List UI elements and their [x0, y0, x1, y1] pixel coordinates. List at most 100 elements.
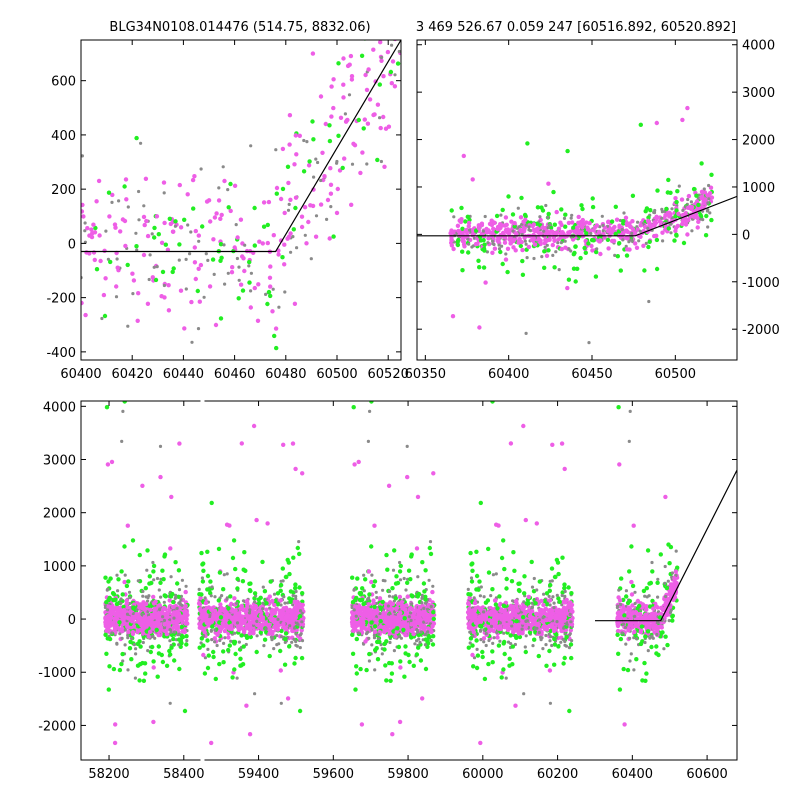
data-point — [178, 288, 184, 293]
data-point — [155, 265, 159, 269]
data-point — [177, 441, 182, 446]
data-point — [692, 187, 697, 192]
data-point — [482, 242, 487, 247]
data-point — [411, 610, 417, 616]
data-point — [691, 208, 696, 213]
data-point — [114, 601, 120, 607]
data-point — [294, 597, 298, 601]
data-point — [673, 228, 678, 234]
data-point — [310, 119, 315, 124]
data-point — [421, 581, 427, 586]
data-point — [247, 264, 251, 268]
data-point — [362, 573, 366, 577]
data-point — [150, 613, 155, 618]
data-point — [356, 459, 361, 465]
data-point — [449, 243, 455, 248]
data-point — [374, 601, 378, 606]
data-point — [122, 579, 127, 585]
data-point — [182, 629, 187, 635]
data-point — [175, 606, 179, 611]
data-point — [160, 269, 166, 275]
data-point — [534, 521, 539, 526]
data-point — [362, 117, 367, 122]
data-point — [313, 234, 319, 239]
data-point — [423, 643, 427, 647]
data-point — [121, 621, 126, 626]
data-point — [542, 265, 547, 270]
data-point — [623, 215, 629, 220]
data-point — [540, 225, 545, 230]
data-point — [573, 279, 578, 284]
data-point — [418, 658, 424, 663]
data-point — [102, 248, 107, 253]
data-point — [390, 586, 395, 591]
data-point — [403, 644, 408, 649]
data-point — [480, 649, 485, 655]
data-point — [297, 708, 303, 714]
data-point — [427, 578, 431, 582]
data-point — [392, 615, 397, 620]
data-point — [420, 601, 424, 605]
data-point — [134, 647, 138, 651]
data-point — [670, 207, 674, 211]
data-point — [216, 546, 222, 552]
data-point — [168, 628, 172, 632]
data-point — [215, 632, 220, 637]
data-point — [484, 230, 489, 235]
data-point — [166, 308, 172, 313]
data-point — [298, 633, 302, 637]
data-point — [104, 405, 110, 410]
data-point — [381, 578, 385, 583]
data-point — [274, 185, 280, 191]
zoom-plot-area — [81, 40, 401, 351]
data-point — [369, 401, 374, 404]
data-point — [152, 620, 157, 625]
data-point — [251, 631, 256, 636]
data-point — [148, 619, 154, 624]
data-point — [205, 587, 210, 592]
data-point — [415, 628, 419, 632]
y-tick-label: -200 — [46, 292, 76, 307]
data-point — [422, 620, 426, 624]
data-point — [474, 549, 479, 554]
data-point — [113, 597, 118, 602]
data-point — [117, 667, 123, 673]
data-point — [369, 544, 374, 549]
data-point — [677, 184, 681, 188]
data-point — [153, 277, 159, 283]
data-point — [370, 643, 374, 647]
data-point — [117, 613, 122, 618]
data-point — [706, 201, 710, 205]
data-point — [470, 245, 474, 249]
data-point — [392, 548, 397, 553]
data-point — [652, 220, 657, 225]
data-point — [135, 318, 140, 323]
data-point — [134, 652, 138, 656]
data-point — [557, 268, 561, 272]
data-point — [459, 205, 464, 211]
data-point — [292, 599, 297, 605]
data-point — [125, 605, 130, 610]
data-point — [494, 572, 498, 576]
data-point — [617, 241, 622, 246]
data-point — [116, 589, 120, 593]
data-point — [233, 651, 238, 657]
data-point — [460, 268, 465, 273]
data-point — [642, 268, 647, 273]
x-tick-label: 60480 — [265, 367, 306, 382]
data-point — [349, 202, 354, 207]
data-point — [162, 191, 166, 195]
data-point — [644, 241, 648, 245]
data-point — [218, 242, 224, 247]
data-point — [367, 636, 371, 641]
data-point — [217, 629, 222, 634]
data-point — [123, 643, 127, 647]
data-point — [137, 218, 141, 222]
data-point — [244, 633, 249, 639]
data-point — [395, 626, 400, 631]
data-point — [507, 656, 512, 661]
data-point — [221, 587, 226, 592]
data-point — [300, 471, 305, 476]
data-point — [405, 474, 410, 480]
